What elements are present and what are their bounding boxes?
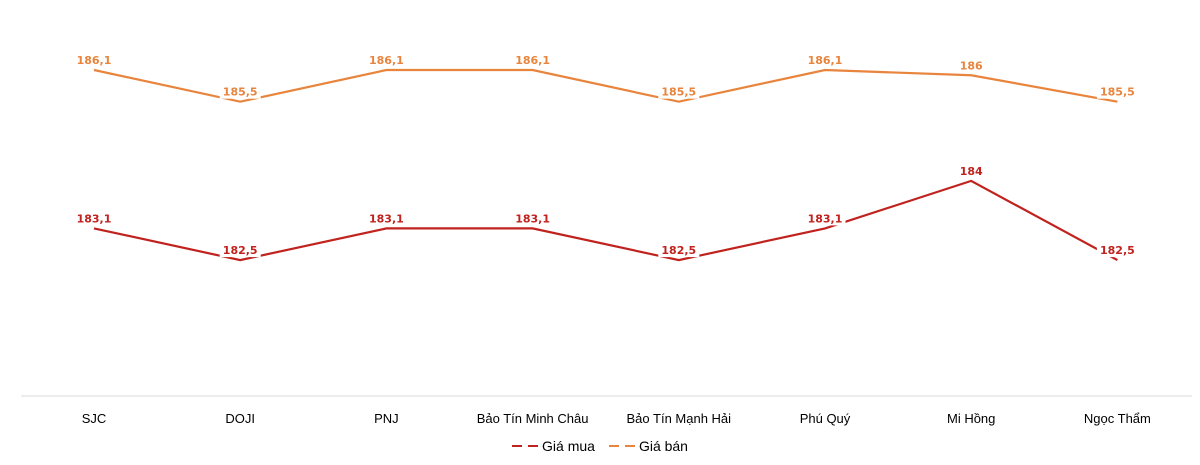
legend-label-sell: Giá bán [638, 438, 688, 454]
x-axis-labels: SJC DOJI PNJ Bảo Tín Minh Châu Bảo Tín Mạnh … [82, 411, 1151, 426]
series-line [93, 68, 1118, 103]
data-label: 185,5 [1100, 86, 1135, 99]
data-label: 186,1 [515, 54, 550, 67]
legend-item-sell[interactable]: Giá bán [608, 438, 688, 454]
data-label: 185,5 [223, 86, 258, 99]
data-label: 183,1 [808, 212, 843, 225]
data-label: 182,5 [1100, 244, 1135, 257]
series-line [93, 179, 1118, 262]
legend-dash-icon-sell [608, 445, 635, 447]
x-axis-label: Phú Quý [800, 411, 851, 426]
data-label: 183,1 [369, 212, 404, 225]
x-axis-label: Bảo Tín Mạnh Hải [627, 411, 732, 426]
x-axis-label: Mi Hồng [947, 411, 995, 426]
series-buy: 183,1 182,5 183,1 183,1 182,5 183,1 184 182,5 [73, 162, 1138, 262]
legend-dash-icon-buy [512, 445, 539, 447]
x-axis-label: DOJI [225, 411, 255, 426]
data-label: 186,1 [808, 54, 843, 67]
data-label: 186,1 [369, 54, 404, 67]
legend-label-buy: Giá mua [542, 438, 595, 454]
data-label: 185,5 [661, 86, 696, 99]
x-axis-label: PNJ [374, 411, 399, 426]
x-axis-label: SJC [82, 411, 107, 426]
legend-item-buy[interactable]: Giá mua [512, 438, 595, 454]
data-label: 182,5 [661, 244, 696, 257]
data-label: 183,1 [515, 212, 550, 225]
data-label: 186 [960, 59, 983, 72]
legend: Giá mua Giá bán [0, 438, 1200, 454]
x-axis-label: Bảo Tín Minh Châu [477, 411, 589, 426]
data-label: 183,1 [77, 212, 112, 225]
series-sell: 186,1 185,5 186,1 186,1 185,5 186,1 186 185,5 [73, 52, 1138, 103]
data-label: 182,5 [223, 244, 258, 257]
data-label: 186,1 [77, 54, 112, 67]
x-axis-label: Ngọc Thẩm [1084, 411, 1151, 426]
data-label: 184 [960, 165, 983, 178]
